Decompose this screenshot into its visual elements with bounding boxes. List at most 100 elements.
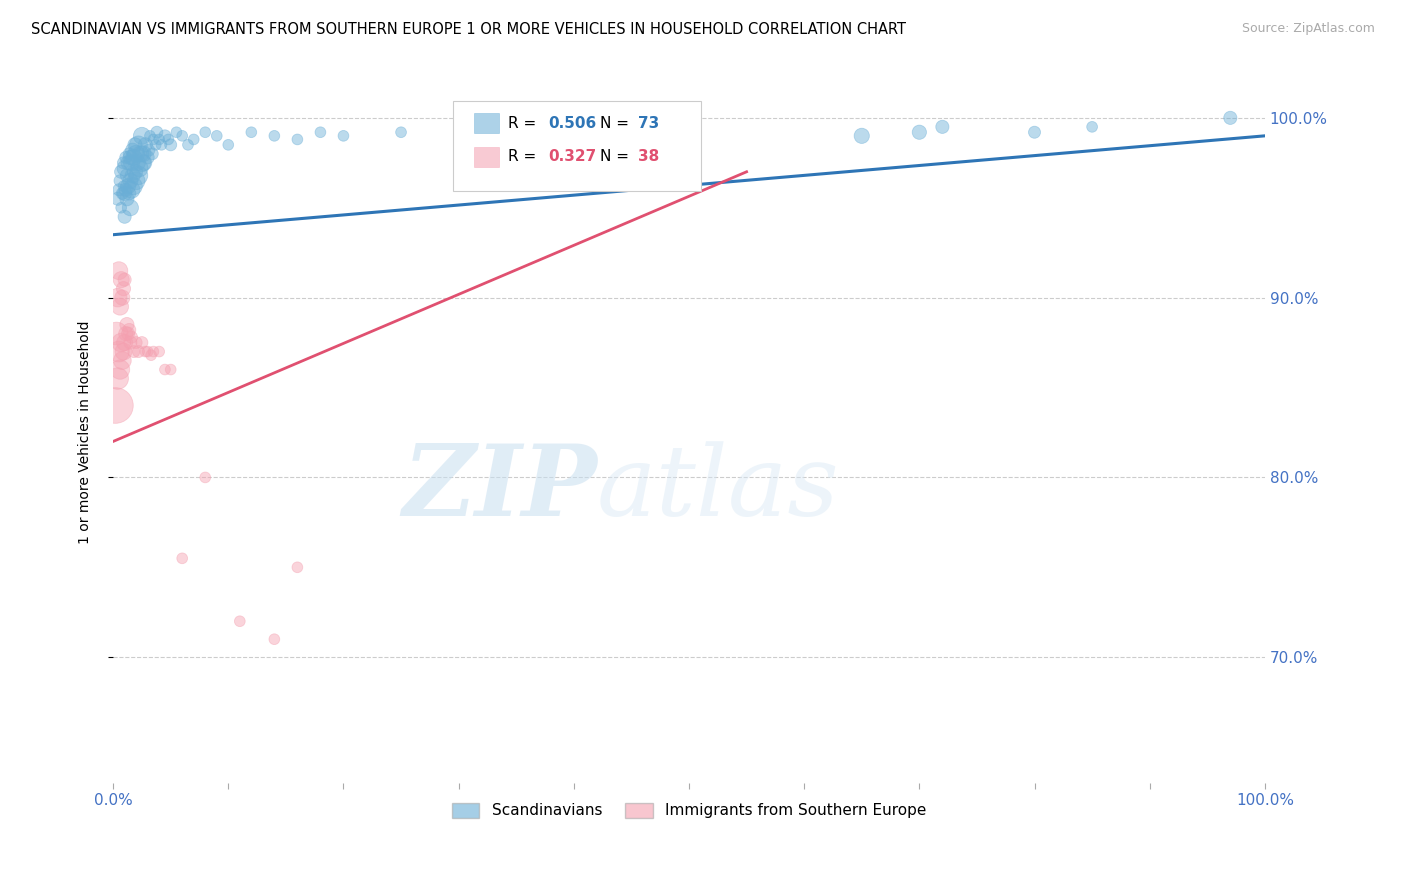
Point — [122, 150, 145, 164]
Point — [121, 143, 143, 157]
Point — [108, 183, 131, 197]
Point — [132, 146, 155, 161]
Point — [240, 125, 263, 139]
Point — [107, 371, 129, 385]
Point — [153, 128, 176, 143]
Point — [263, 632, 285, 647]
Point — [157, 132, 180, 146]
Point — [112, 344, 135, 359]
Point — [1024, 125, 1046, 139]
Point — [134, 137, 156, 152]
Point — [112, 282, 135, 296]
Point — [165, 125, 187, 139]
Point — [114, 273, 136, 287]
Text: atlas: atlas — [596, 441, 839, 536]
Point — [108, 174, 131, 188]
Point — [194, 470, 217, 484]
Point — [121, 330, 143, 344]
Point — [110, 273, 132, 287]
Text: SCANDINAVIAN VS IMMIGRANTS FROM SOUTHERN EUROPE 1 OR MORE VEHICLES IN HOUSEHOLD : SCANDINAVIAN VS IMMIGRANTS FROM SOUTHERN… — [31, 22, 905, 37]
Point — [121, 156, 143, 170]
Point — [172, 551, 194, 566]
FancyBboxPatch shape — [474, 113, 499, 133]
Legend: Scandinavians, Immigrants from Southern Europe: Scandinavians, Immigrants from Southern … — [446, 797, 932, 824]
Text: 73: 73 — [638, 116, 659, 131]
Point — [129, 146, 152, 161]
Point — [122, 179, 145, 194]
Point — [309, 125, 332, 139]
Point — [194, 125, 217, 139]
Point — [287, 560, 309, 574]
Text: N =: N = — [600, 150, 634, 164]
Point — [122, 344, 145, 359]
Point — [931, 120, 953, 134]
Point — [118, 146, 141, 161]
Point — [110, 201, 132, 215]
Point — [145, 137, 167, 152]
Point — [115, 192, 138, 206]
Point — [104, 399, 127, 413]
Point — [139, 128, 162, 143]
Point — [115, 318, 138, 332]
Text: R =: R = — [508, 150, 541, 164]
Point — [108, 344, 131, 359]
Point — [908, 125, 931, 139]
Point — [120, 174, 142, 188]
Point — [110, 335, 132, 350]
FancyBboxPatch shape — [453, 101, 700, 191]
Text: 38: 38 — [638, 150, 659, 164]
Point — [108, 362, 131, 376]
Point — [121, 183, 143, 197]
Point — [172, 128, 194, 143]
Point — [121, 169, 143, 183]
Point — [124, 165, 146, 179]
Text: ZIP: ZIP — [402, 441, 596, 537]
Text: R =: R = — [508, 116, 541, 131]
Point — [148, 132, 170, 146]
Point — [127, 137, 149, 152]
Point — [124, 137, 146, 152]
Point — [136, 150, 159, 164]
Point — [1219, 111, 1241, 125]
Point — [120, 335, 142, 350]
Text: N =: N = — [600, 116, 634, 131]
Point — [114, 150, 136, 164]
Point — [108, 263, 131, 277]
Point — [150, 137, 173, 152]
Point — [217, 137, 239, 152]
Point — [117, 326, 139, 341]
Point — [159, 137, 181, 152]
Point — [138, 143, 160, 157]
Point — [114, 183, 136, 197]
Point — [148, 344, 170, 359]
Point — [108, 300, 131, 314]
Point — [114, 161, 136, 176]
Point — [127, 169, 149, 183]
Point — [112, 156, 135, 170]
Point — [141, 146, 163, 161]
Point — [120, 150, 142, 164]
Point — [128, 161, 150, 176]
Point — [115, 169, 138, 183]
Point — [142, 132, 165, 146]
Point — [112, 179, 135, 194]
Point — [177, 137, 200, 152]
Point — [134, 344, 156, 359]
Text: 0.327: 0.327 — [548, 150, 596, 164]
Point — [183, 132, 205, 146]
Point — [142, 344, 165, 359]
Point — [146, 125, 169, 139]
Point — [118, 186, 141, 201]
Point — [118, 323, 141, 337]
Point — [117, 179, 139, 194]
Point — [117, 156, 139, 170]
Point — [114, 186, 136, 201]
FancyBboxPatch shape — [474, 147, 499, 167]
Point — [134, 156, 156, 170]
Text: Source: ZipAtlas.com: Source: ZipAtlas.com — [1241, 22, 1375, 36]
Point — [287, 132, 309, 146]
Point — [139, 348, 162, 362]
Point — [105, 326, 128, 341]
Point — [263, 128, 285, 143]
Y-axis label: 1 or more Vehicles in Household: 1 or more Vehicles in Household — [79, 321, 93, 544]
